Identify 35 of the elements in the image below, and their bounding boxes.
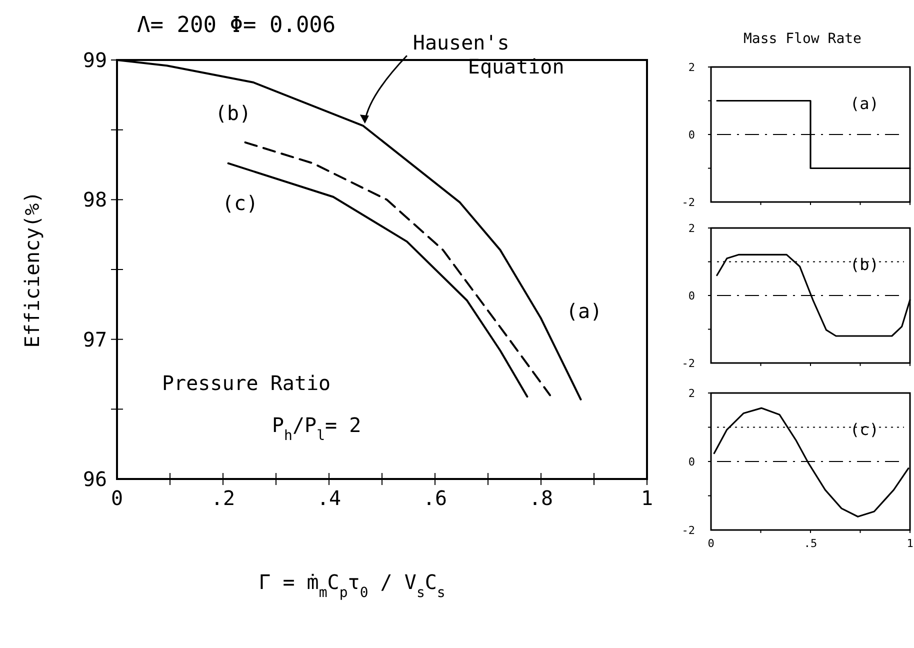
annotation: Pressure Ratio (162, 371, 331, 395)
x-tick-label: .5 (804, 537, 818, 550)
annotation: (c) (850, 420, 879, 439)
x-tick-label: .8 (528, 486, 554, 510)
y-tick-label: 2 (688, 386, 695, 400)
y-tick-label: -2 (682, 356, 695, 370)
x-tick-label: .2 (210, 486, 236, 510)
chart-title: Mass Flow Rate (743, 31, 862, 47)
y-tick-label: 98 (82, 188, 107, 212)
y-tick-label: 0 (688, 455, 695, 468)
y-tick-label: 2 (688, 60, 695, 74)
y-tick-label: 0 (688, 128, 695, 142)
x-tick-label: 0 (110, 486, 124, 510)
y-tick-label: -2 (682, 196, 695, 209)
annotation: (a) (850, 94, 879, 113)
y-tick-label: 97 (82, 327, 107, 352)
annotation: (b) (850, 255, 879, 274)
y-tick-label: 96 (82, 467, 107, 491)
annotation: (c) (222, 191, 258, 215)
chart-title: Λ= 200 Φ= 0.006 (137, 13, 336, 38)
annotation: (b) (215, 101, 252, 125)
text: Γ = ṁ$_{m}$C$_{p}$τ$_{0}$ / V$_{s}$C$_{s}$ (258, 570, 446, 601)
y-tick-label: -2 (682, 524, 695, 537)
x-tick-label: .4 (316, 486, 342, 510)
annotation: (a) (566, 299, 602, 323)
x-tick-label: .6 (422, 486, 448, 510)
x-tick-label: 0 (708, 537, 714, 550)
y-axis-title: Efficiency(%) (20, 191, 44, 348)
y-tick-label: 0 (688, 289, 695, 302)
y-tick-label: 99 (82, 48, 107, 72)
annotation: P$_{h}$/P$_{l}$= 2 (272, 413, 362, 444)
x-tick-label: 1 (640, 486, 654, 510)
x-tick-label: 1 (906, 537, 914, 550)
y-tick-label: 2 (688, 222, 695, 235)
text: Hausen's Equation (412, 30, 564, 79)
